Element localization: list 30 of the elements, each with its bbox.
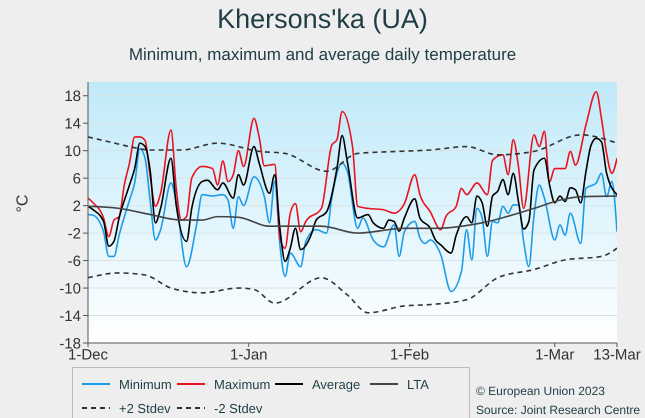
y-tick-label: 10 [64, 143, 81, 160]
legend-label: -2 Stdev [214, 400, 262, 416]
line-series [88, 195, 617, 234]
legend-label: +2 Stdev [119, 400, 171, 416]
x-tick-label: 1-Jan [230, 346, 268, 364]
y-tick-label: -6 [68, 252, 81, 270]
y-axis-title: °C [14, 194, 32, 212]
x-tick-label: 1-Mar [535, 346, 574, 364]
text: © European Union 2023 [476, 384, 605, 398]
x-tick-label: 1-Feb [390, 346, 430, 364]
chart-title: Khersons'ka (UA) [216, 4, 429, 35]
y-tick-label: 14 [64, 116, 81, 133]
y-tick-label: -14 [59, 308, 81, 325]
line-series [88, 134, 617, 172]
legend-label: LTA [407, 376, 429, 392]
source-note: Source: Joint Research Centre [476, 403, 640, 417]
legend-label: Maximum [214, 376, 270, 392]
line-series [88, 247, 617, 314]
y-tick-label: 18 [64, 88, 81, 106]
y-tick-label: -2 [68, 225, 81, 242]
line-series [88, 148, 617, 292]
line-series [88, 90, 617, 250]
legend-label: Average [312, 376, 360, 392]
legend-label: Minimum [119, 376, 172, 392]
y-tick-label: 2 [72, 198, 81, 215]
x-tick-label: 13-Mar [593, 346, 641, 364]
line-series [88, 134, 617, 262]
y-tick-label: -10 [59, 280, 81, 298]
chart-subtitle: Minimum, maximum and average daily temperature [128, 45, 518, 65]
y-tick-label: 6 [72, 170, 81, 188]
